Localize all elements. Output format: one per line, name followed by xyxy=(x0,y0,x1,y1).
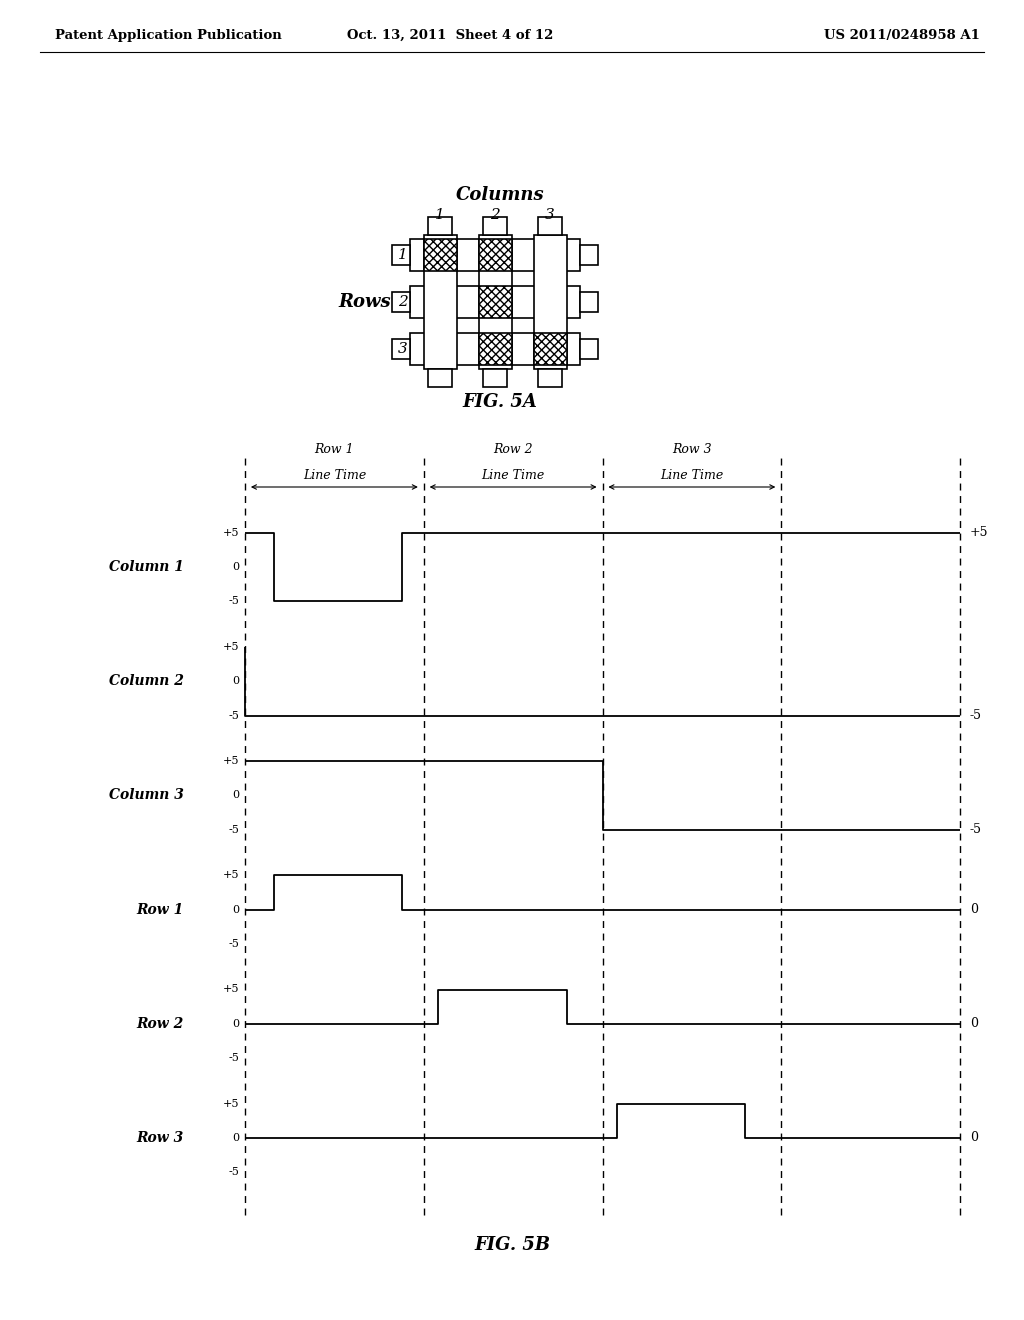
Text: -5: -5 xyxy=(970,824,982,836)
Text: 3: 3 xyxy=(398,342,408,356)
Text: Row 2: Row 2 xyxy=(137,1016,184,1031)
Bar xyxy=(392,246,410,265)
Text: 2: 2 xyxy=(398,294,408,309)
Text: +5: +5 xyxy=(222,870,239,880)
Text: 0: 0 xyxy=(970,1131,978,1144)
Text: +5: +5 xyxy=(222,1098,239,1109)
Text: +5: +5 xyxy=(222,528,239,537)
Bar xyxy=(410,333,580,366)
Bar xyxy=(482,370,507,387)
Text: +5: +5 xyxy=(222,756,239,766)
Bar xyxy=(482,216,507,235)
Text: Row 3: Row 3 xyxy=(137,1131,184,1144)
Bar xyxy=(478,286,512,318)
Text: 0: 0 xyxy=(970,903,978,916)
Text: -5: -5 xyxy=(228,1167,239,1177)
Text: 0: 0 xyxy=(231,562,239,572)
Text: 1: 1 xyxy=(435,209,444,222)
Text: 0: 0 xyxy=(231,791,239,800)
Text: Columns: Columns xyxy=(456,186,545,205)
Bar xyxy=(538,216,562,235)
Bar xyxy=(580,339,598,359)
Bar xyxy=(424,235,457,370)
Text: Row 3: Row 3 xyxy=(672,444,712,455)
Text: Row 1: Row 1 xyxy=(137,903,184,916)
Text: -5: -5 xyxy=(228,710,239,721)
Text: Line Time: Line Time xyxy=(660,469,724,482)
Bar xyxy=(410,286,580,318)
Text: -5: -5 xyxy=(228,939,239,949)
Bar xyxy=(428,370,453,387)
Bar xyxy=(534,235,566,370)
Text: -5: -5 xyxy=(970,709,982,722)
Text: +5: +5 xyxy=(222,642,239,652)
Text: +5: +5 xyxy=(222,985,239,994)
Text: 0: 0 xyxy=(231,1019,239,1028)
Text: -5: -5 xyxy=(228,1053,239,1063)
Bar xyxy=(478,333,512,366)
Text: 0: 0 xyxy=(231,1133,239,1143)
Text: 0: 0 xyxy=(231,676,239,686)
Bar xyxy=(392,339,410,359)
Text: Line Time: Line Time xyxy=(303,469,366,482)
Text: FIG. 5A: FIG. 5A xyxy=(463,393,538,411)
Text: 0: 0 xyxy=(970,1018,978,1030)
Text: 3: 3 xyxy=(545,209,555,222)
Text: Line Time: Line Time xyxy=(481,469,545,482)
Bar xyxy=(424,239,457,271)
Bar xyxy=(410,239,580,271)
Text: Rows: Rows xyxy=(339,293,391,312)
Text: Row 1: Row 1 xyxy=(314,444,354,455)
Text: 2: 2 xyxy=(490,209,500,222)
Bar xyxy=(392,292,410,312)
Text: Oct. 13, 2011  Sheet 4 of 12: Oct. 13, 2011 Sheet 4 of 12 xyxy=(347,29,553,41)
Text: 1: 1 xyxy=(398,248,408,261)
Text: Column 3: Column 3 xyxy=(110,788,184,803)
Text: +5: +5 xyxy=(970,527,988,540)
Text: 0: 0 xyxy=(231,904,239,915)
Text: Patent Application Publication: Patent Application Publication xyxy=(55,29,282,41)
Bar xyxy=(534,333,566,366)
Text: -5: -5 xyxy=(228,597,239,606)
Text: US 2011/0248958 A1: US 2011/0248958 A1 xyxy=(824,29,980,41)
Bar xyxy=(580,246,598,265)
Bar xyxy=(428,216,453,235)
Text: -5: -5 xyxy=(228,825,239,834)
Bar xyxy=(478,235,512,370)
Text: Column 2: Column 2 xyxy=(110,675,184,688)
Bar xyxy=(538,370,562,387)
Bar xyxy=(478,239,512,271)
Text: Row 2: Row 2 xyxy=(494,444,532,455)
Text: FIG. 5B: FIG. 5B xyxy=(474,1236,550,1254)
Text: Column 1: Column 1 xyxy=(110,560,184,574)
Bar xyxy=(580,292,598,312)
